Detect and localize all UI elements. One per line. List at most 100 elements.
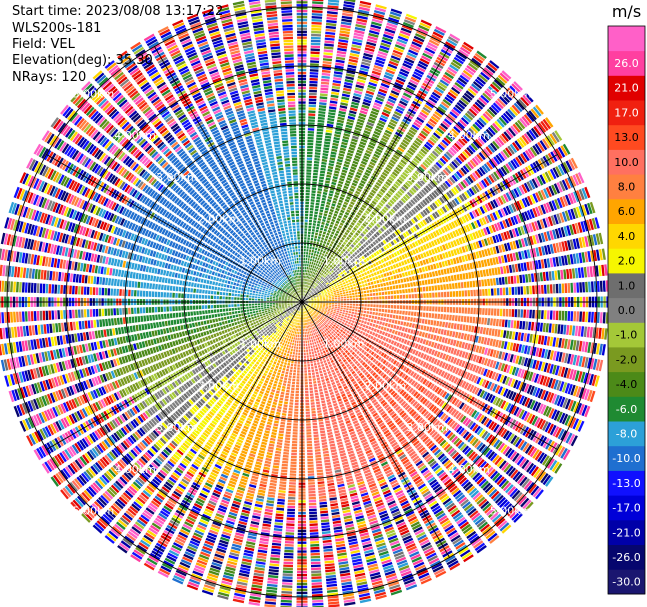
ppi-gate [461,44,473,53]
ppi-gate [303,296,304,299]
ppi-gate [306,246,309,249]
ppi-gate [445,41,456,49]
ppi-gate [328,109,336,113]
ppi-gate [335,164,342,169]
ppi-gate [320,84,329,88]
ppi-gate [397,73,407,80]
ppi-gate [346,236,350,241]
ppi-gate [579,282,583,293]
ppi-gate [354,309,358,312]
ppi-gate [307,258,310,261]
ppi-gate [320,170,326,174]
ppi-gate [405,152,413,158]
ppi-gate [338,36,349,40]
ppi-gate [331,258,334,262]
ppi-gate [369,30,380,35]
ppi-gate [368,164,375,169]
ppi-gate [441,76,451,84]
ppi-gate [391,52,402,59]
ppi-gate [357,146,364,152]
ppi-gate [387,309,391,313]
ppi-gate [343,4,355,8]
ppi-gate [314,152,321,155]
ppi-gate [380,82,390,89]
ppi-gate [315,280,318,283]
ppi-gate [335,59,345,64]
ppi-gate [328,193,333,197]
ppi-gate [304,266,307,270]
ppi-gate [330,151,337,155]
ppi-gate [327,120,334,125]
ppi-gate [365,90,375,96]
ppi-gate [334,167,341,171]
ppi-gate [305,187,311,190]
ppi-gate [304,290,306,294]
ppi-gate [329,224,333,228]
ppi-gate [316,193,321,197]
ppi-gate [325,262,329,265]
ppi-gate [315,202,320,206]
ppi-gate [307,282,309,285]
ppi-gate [312,0,324,2]
ppi-gate [324,183,330,187]
ppi-gate [398,71,409,77]
ppi-gate [344,160,351,165]
ppi-gate [387,291,391,295]
ppi-gate [573,311,577,322]
ppi-gate [323,46,334,50]
ppi-gate [309,289,311,293]
ppi-gate [307,264,309,267]
ppi-gate [341,191,347,195]
ppi-gate [310,258,312,262]
ppi-gate [340,296,344,299]
ppi-gate [322,191,328,196]
ppi-gate [304,231,307,234]
ppi-gate [334,210,339,214]
ppi-gate [344,239,349,243]
ppi-gate [346,118,355,123]
ppi-gate [311,30,322,34]
ppi-gate [313,282,316,285]
ppi-gate [382,77,392,83]
ppi-gate [342,204,347,208]
ppi-gate [354,26,366,32]
ppi-gate [375,288,378,292]
ppi-gate [313,238,317,242]
ppi-gate [352,38,363,43]
ppi-gate [375,312,378,316]
ppi-gate [357,75,367,81]
ppi-gate [339,147,346,152]
ppi-gate [358,9,370,14]
ppi-gate [311,19,322,22]
ppi-gate [313,262,316,266]
ppi-gate [304,278,307,282]
ppi-gate [317,257,320,261]
ppi-gate [307,270,310,273]
ppi-gate [327,168,333,173]
ppi-gate [338,39,349,43]
ppi-gate [499,287,503,296]
ppi-gate [308,264,311,267]
ppi-gate [311,27,322,31]
ppi-gate [325,245,329,248]
ppi-gate [343,305,347,308]
ppi-gate [362,158,369,163]
ppi-gate [310,280,312,283]
ppi-gate [340,209,345,214]
ppi-gate [308,113,316,116]
ppi-gate [321,72,331,76]
ppi-gate [397,164,404,170]
ppi-gate [320,81,330,85]
ppi-gate [397,146,405,153]
ppi-gate [514,286,518,295]
ppi-gate [419,111,428,119]
ppi-gate [321,221,325,225]
ppi-gate [373,130,381,136]
ppi-gate [323,241,327,244]
ppi-gate [345,124,353,129]
ppi-gate [383,183,390,189]
ppi-gate [310,54,320,58]
ppi-gate [311,187,317,191]
ppi-gate [329,100,338,104]
ppi-gate [378,288,381,292]
